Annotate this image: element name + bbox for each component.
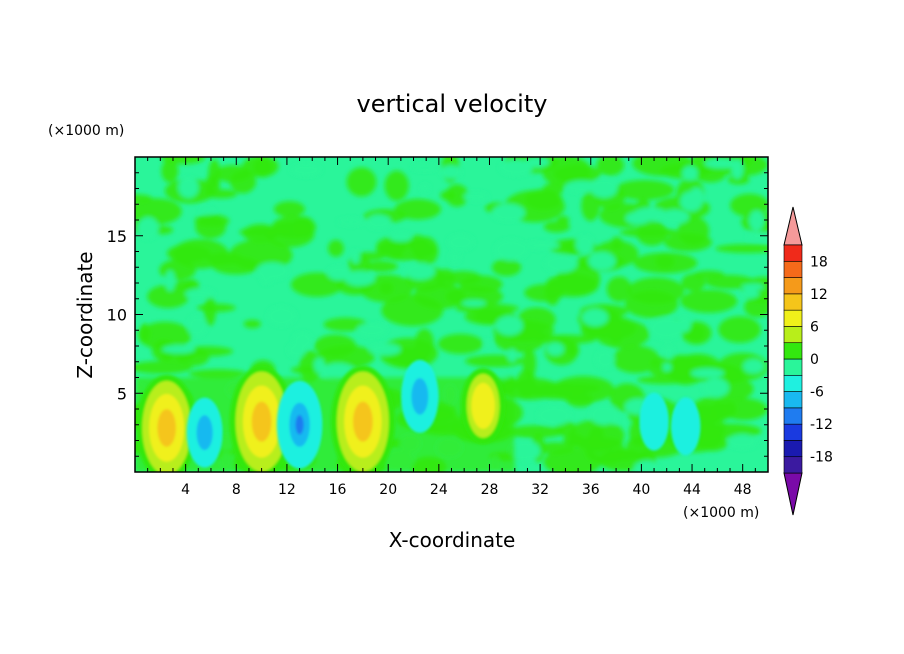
colorbar-segment — [783, 423, 803, 441]
colorbar-label: -12 — [810, 417, 833, 433]
colorbar-segment — [783, 277, 803, 295]
colorbar-segment — [783, 374, 803, 392]
x-axis-label: X-coordinate — [389, 528, 516, 552]
x-tick-label: 40 — [632, 482, 650, 498]
colorbar-segment — [783, 440, 803, 458]
velocity-cell — [276, 380, 323, 469]
colorbar-label: 18 — [810, 254, 828, 270]
y-tick-label: 5 — [117, 384, 127, 403]
plot-area — [135, 157, 768, 472]
colorbar-segment — [783, 260, 803, 278]
colorbar-label: -6 — [810, 385, 824, 401]
x-tick-label: 4 — [181, 482, 190, 498]
colorbar-segment — [783, 309, 803, 327]
y-tick-label: 15 — [107, 227, 127, 246]
colorbar-segment — [783, 293, 803, 311]
colorbar-label: 6 — [810, 319, 819, 335]
velocity-cell — [330, 365, 395, 472]
colorbar-segment — [783, 407, 803, 425]
velocity-cell — [460, 367, 506, 444]
y-unit-label: (×1000 m) — [48, 123, 124, 139]
colorbar: 18 12 6 0 -6 -12 -18 — [783, 206, 833, 516]
y-axis-label: Z-coordinate — [73, 251, 97, 378]
velocity-cell — [229, 365, 294, 472]
colorbar-segment — [783, 326, 803, 344]
colorbar-segment — [783, 456, 803, 474]
y-tick-label: 10 — [107, 306, 127, 325]
x-tick-label: 16 — [329, 482, 347, 498]
x-unit-label: (×1000 m) — [683, 505, 759, 521]
x-axis: 4 8 12 16 20 24 28 32 36 40 44 48 — [147, 157, 756, 498]
colorbar-label: 0 — [810, 352, 819, 368]
colorbar-segment — [783, 358, 803, 376]
x-tick-label: 20 — [379, 482, 397, 498]
y-axis: 5 10 15 — [107, 172, 768, 457]
velocity-cell — [639, 392, 669, 451]
x-tick-label: 8 — [232, 482, 241, 498]
x-tick-label: 36 — [582, 482, 600, 498]
x-tick-label: 32 — [531, 482, 549, 498]
x-tick-label: 24 — [430, 482, 448, 498]
chart-title: vertical velocity — [357, 90, 548, 118]
x-tick-label: 12 — [278, 482, 296, 498]
colorbar-extend-max — [783, 206, 803, 246]
colorbar-label: -18 — [810, 450, 833, 466]
x-tick-label: 28 — [481, 482, 499, 498]
colorbar-label: 12 — [810, 287, 828, 303]
colorbar-extend-min — [783, 472, 803, 516]
velocity-cell — [401, 359, 439, 433]
x-tick-label: 44 — [683, 482, 701, 498]
colorbar-segment — [783, 342, 803, 360]
velocity-cell — [136, 374, 198, 472]
velocity-cell — [670, 397, 701, 456]
velocity-cell — [186, 397, 223, 468]
x-tick-label: 48 — [734, 482, 752, 498]
colorbar-segment — [783, 244, 803, 262]
colorbar-segment — [783, 391, 803, 409]
